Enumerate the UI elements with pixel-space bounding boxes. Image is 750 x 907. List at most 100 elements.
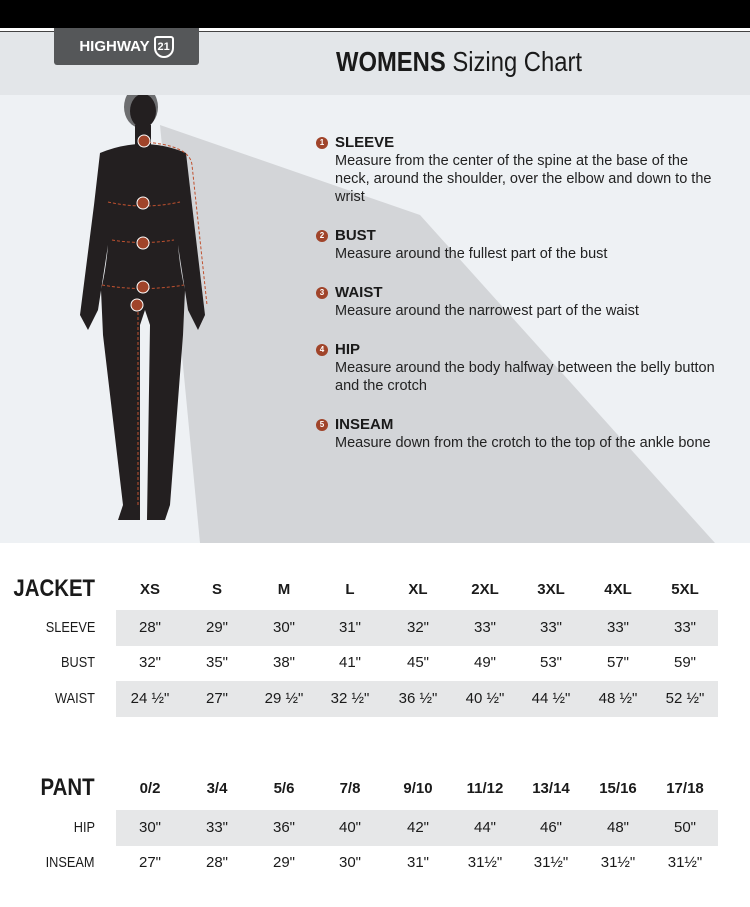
instruction-text: Measure from the center of the spine at … [335,153,712,205]
table-row: BUST 32" 35" 38" 41" 45" 49" 53" 57" 59" [0,645,750,681]
instruction-text: Measure around the narrowest part of the… [335,303,639,319]
row-label: HIP [73,819,95,836]
table-cell: 33" [205,819,228,836]
size-header: 7/8 [339,780,361,797]
row-label: BUST [60,654,95,671]
table-cell: 32" [406,619,429,636]
step-number: 5 [316,419,328,431]
table-cell: 52 ½" [665,690,705,707]
size-header: 5XL [671,581,699,598]
pant-title: PANT [40,774,95,801]
instruction-heading: INSEAM [335,416,394,433]
instruction-inseam: 5 INSEAM Measure down from the crotch to t… [316,416,716,452]
table-cell: 49" [473,654,496,671]
top-bar [0,0,750,28]
table-cell: 36 ½" [398,690,438,707]
table-cell: 33" [473,619,496,636]
table-cell: 28" [138,619,161,636]
instruction-bust: 2 BUST Measure around the fullest part of … [316,227,716,263]
table-cell: 31" [406,854,429,871]
table-cell: 30" [272,619,295,636]
table-cell: 30" [338,854,361,871]
table-cell: 41" [338,654,361,671]
size-header: 4XL [604,581,632,598]
table-cell: 48" [606,819,629,836]
table-row: WAIST 24 ½" 27" 29 ½" 32 ½" 36 ½" 40 ½" 44 ½" 48… [0,681,750,717]
figure-panel [0,95,750,543]
table-cell: 31½" [667,854,703,871]
table-row: HIP 30" 33" 36" 40" 42" 44" 46" 48" 50" [0,810,750,846]
jacket-title: JACKET [13,575,95,602]
table-cell: 28" [205,854,228,871]
table-cell: 27" [205,690,228,707]
size-header: XL [408,581,428,598]
table-cell: 38" [272,654,295,671]
table-cell: 36" [272,819,295,836]
table-cell: 31½" [533,854,569,871]
table-cell: 57" [606,654,629,671]
instruction-heading: SLEEVE [335,134,395,151]
table-cell: 29" [272,854,295,871]
step-number: 1 [316,137,328,149]
size-header: 9/10 [403,780,433,797]
table-cell: 45" [406,654,429,671]
table-cell: 44" [473,819,496,836]
step-number: 3 [316,287,328,299]
page-title: WOMENS Sizing Chart [336,46,582,77]
jacket-header-row: JACKET XS S M L XL 2XL 3XL 4XL 5XL [0,572,750,608]
table-cell: 31½" [467,854,503,871]
figure-illustration [80,95,715,543]
table-cell: 46" [539,819,562,836]
table-row: INSEAM 27" 28" 29" 30" 31" 31½" 31½" 31½" 31½" [0,845,750,881]
table-cell: 29" [205,619,228,636]
table-cell: 30" [138,819,161,836]
shield-icon: 21 [153,35,174,58]
row-label: INSEAM [46,854,95,871]
size-header: S [211,581,222,598]
size-header: 2XL [471,581,499,598]
instruction-sleeve: 1 SLEEVE Measure from the center of the sp… [316,134,716,206]
table-cell: 33" [606,619,629,636]
size-header: 13/14 [532,780,570,797]
instruction-text: Measure around the fullest part of the b… [335,246,608,262]
table-cell: 48 ½" [598,690,638,707]
instruction-text: Measure down from the crotch to the top … [335,435,711,451]
instruction-heading: BUST [335,227,376,244]
row-label: SLEEVE [45,619,95,636]
size-header: 17/18 [666,780,704,797]
step-number: 2 [316,230,328,242]
table-cell: 29 ½" [264,690,304,707]
table-cell: 32 ½" [330,690,370,707]
table-cell: 33" [673,619,696,636]
table-cell: 31½" [600,854,636,871]
table-cell: 40 ½" [465,690,505,707]
size-header: L [345,581,355,598]
table-cell: 31" [338,619,361,636]
highway21-logo: HIGHWAY 21 [54,28,199,65]
table-cell: 27" [138,854,161,871]
table-cell: 32" [138,654,161,671]
table-cell: 44 ½" [531,690,571,707]
row-label: WAIST [55,690,95,707]
table-cell: 53" [539,654,562,671]
table-row: SLEEVE 28" 29" 30" 31" 32" 33" 33" 33" 33" [0,610,750,646]
table-cell: 50" [673,819,696,836]
instruction-waist: 3 WAIST Measure around the narrowest part … [316,284,716,320]
step-number: 4 [316,344,328,356]
table-cell: 40" [338,819,361,836]
size-header: 15/16 [599,780,637,797]
table-cell: 42" [406,819,429,836]
size-header: 11/12 [466,780,504,797]
table-cell: 35" [205,654,228,671]
size-header: XS [139,581,160,598]
instruction-text: Measure around the body halfway between … [335,360,715,394]
shadow-shape [160,125,715,543]
table-cell: 59" [673,654,696,671]
size-header: 5/6 [273,780,295,797]
instruction-heading: WAIST [335,284,383,301]
size-header: M [277,581,291,598]
table-cell: 24 ½" [130,690,170,707]
size-header: 3/4 [206,780,228,797]
size-header: 3XL [537,581,565,598]
pant-header-row: PANT 0/2 3/4 5/6 7/8 9/10 11/12 13/14 15/16 17/18 [0,771,750,807]
